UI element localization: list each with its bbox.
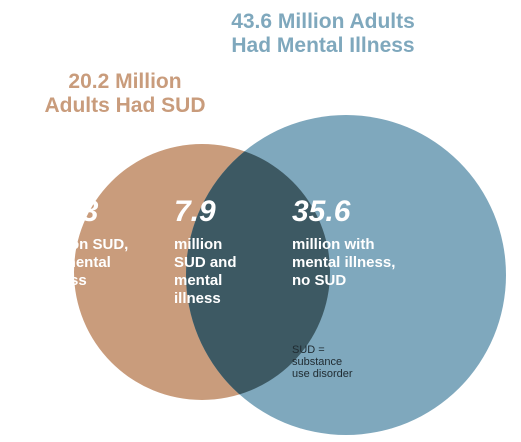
sud-title: 20.2 Million Adults Had SUD (44, 70, 206, 117)
sud-only-value: 12.3 (40, 195, 99, 228)
overlap-label: million SUD and mental illness (174, 236, 237, 307)
mental-illness-only-label: million with mental illness, no SUD (292, 236, 396, 289)
mental-illness-title: 43.6 Million Adults Had Mental Illness (231, 10, 415, 57)
sud-footnote: SUD = substance use disorder (292, 344, 353, 380)
overlap-value: 7.9 (174, 195, 216, 228)
mental-illness-only-value: 35.6 (292, 195, 351, 228)
sud-only-label: million SUD, no mental illness (40, 236, 129, 289)
overlap-region (186, 144, 330, 400)
